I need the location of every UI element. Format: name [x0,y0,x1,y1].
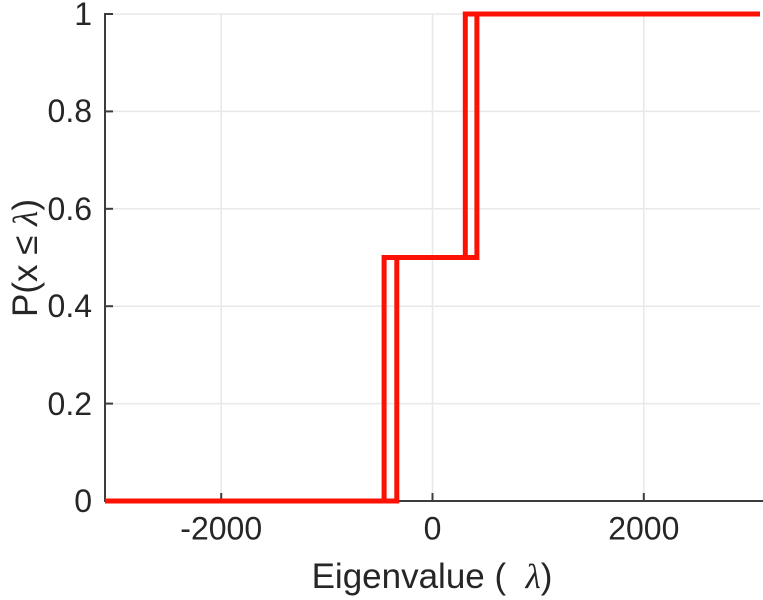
y-tick-label: 0.2 [47,385,92,422]
y-tick-label: 1 [74,0,92,32]
y-tick-label: 0.8 [47,93,92,130]
y-tick-label: 0.4 [47,288,92,325]
x-axis-label-suffix: ) [540,557,553,596]
lambda-symbol: λ [525,557,541,596]
x-tick-label: 2000 [608,510,680,547]
ecdf-line-2 [105,11,760,504]
x-axis-label: Eigenvalue ( λ) [312,557,553,597]
x-axis-label-text: Eigenvalue ( [311,557,526,596]
y-tick-label: 0 [74,483,92,519]
x-tick-label: 0 [423,510,442,547]
x-tick-label: -2000 [180,510,263,547]
y-tick-label: 0.6 [47,190,92,227]
